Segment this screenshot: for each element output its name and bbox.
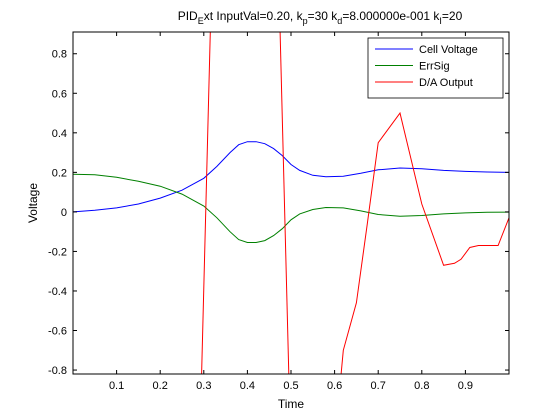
y-tick-label: -0.8 xyxy=(48,365,67,377)
legend: Cell Voltage ErrSig D/A Output xyxy=(367,37,504,99)
series-line-cell-voltage xyxy=(73,141,509,213)
chart-title: PIDExt InputVal=0.20, kp=30 kd=8.000000e… xyxy=(178,9,463,26)
x-tick-label: 0.3 xyxy=(196,380,211,392)
title-ki-value: =20 xyxy=(442,9,463,23)
legend-label-d-a-output: D/A Output xyxy=(419,77,473,89)
series-line-d-a-output xyxy=(201,32,509,374)
y-tick-label: -0.2 xyxy=(48,246,67,258)
x-tick-label: 0.4 xyxy=(240,380,255,392)
ticks-layer: 0.1 0.2 0.3 0.4 0.5 0.6 0.7 0.8 0.9 -0.8 -0.6 -0.4 -… xyxy=(48,32,509,392)
x-tick-label: 0.7 xyxy=(371,380,386,392)
title-kd-value: =8.000000e-001 k xyxy=(342,9,440,23)
x-tick-label: 0.6 xyxy=(327,380,342,392)
y-tick-label: -0.6 xyxy=(48,326,67,338)
y-tick-label: 0 xyxy=(61,207,67,219)
title-prefix: PID xyxy=(178,9,198,23)
title-subscript-p: p xyxy=(303,16,308,26)
x-axis-label: Time xyxy=(278,397,305,411)
y-tick-label: 0.2 xyxy=(52,167,67,179)
title-subscript-i: I xyxy=(439,16,442,26)
title-input-value: xt InputVal=0.20, k xyxy=(204,9,304,23)
series-layer xyxy=(73,32,509,374)
x-tick-label: 0.5 xyxy=(283,380,298,392)
y-tick-label: 0.4 xyxy=(52,128,67,140)
y-tick-label: -0.4 xyxy=(48,286,67,298)
y-axis-label: Voltage xyxy=(26,183,40,223)
y-tick-label: 0.6 xyxy=(52,88,67,100)
series-line-errsig xyxy=(73,173,509,243)
legend-label-cell-voltage: Cell Voltage xyxy=(419,44,478,56)
title-subscript-d: d xyxy=(337,16,342,26)
y-tick-label: 0.8 xyxy=(52,49,67,61)
legend-label-errsig: ErrSig xyxy=(419,61,450,73)
x-tick-label: 0.2 xyxy=(153,380,168,392)
title-subscript-e: E xyxy=(198,16,204,26)
x-tick-label: 0.8 xyxy=(414,380,429,392)
legend-box xyxy=(367,37,504,99)
title-kp-value: =30 k xyxy=(308,9,339,23)
x-tick-label: 0.9 xyxy=(458,380,473,392)
x-tick-label: 0.1 xyxy=(109,380,124,392)
